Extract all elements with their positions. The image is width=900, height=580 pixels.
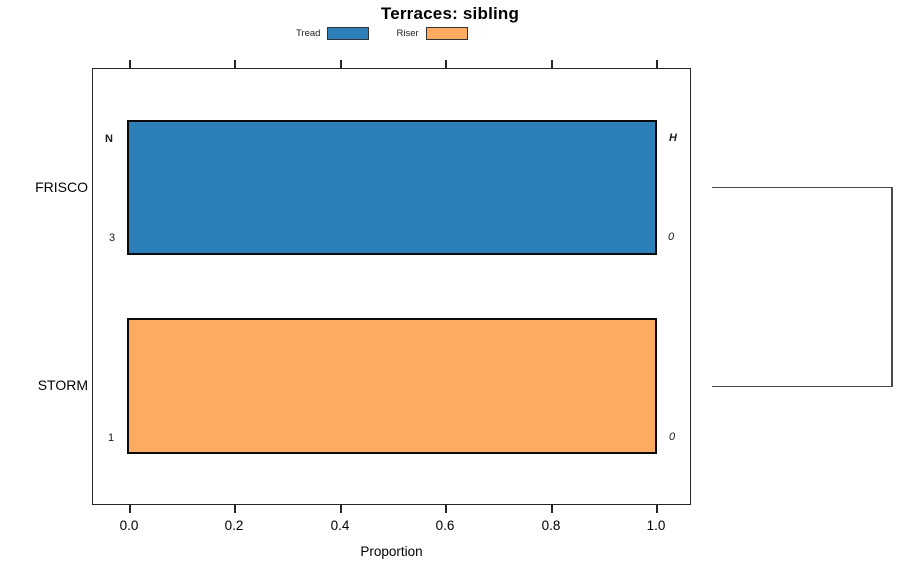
annotation-frisco-bottom-left: 3 — [108, 232, 116, 244]
legend-swatch-riser — [425, 26, 468, 40]
bracket-line-bottom — [712, 386, 892, 387]
x-axis-title: Proportion — [360, 544, 423, 559]
annotation-frisco-top-right: H — [669, 132, 677, 144]
bracket-line-vertical — [891, 187, 893, 387]
annotation-storm-bottom-right: 0 — [668, 431, 676, 443]
legend-swatch-tread — [327, 26, 370, 40]
bottom-tick-1 — [234, 505, 236, 513]
annotation-storm-bottom-left: 1 — [107, 432, 115, 444]
bar-storm-riser — [127, 318, 657, 454]
legend-item-tread: Tread — [296, 26, 370, 40]
legend: Tread Riser — [296, 26, 468, 40]
legend-item-riser: Riser — [396, 26, 468, 40]
category-label-storm: STORM — [37, 377, 88, 393]
annotation-frisco-top-left: N — [105, 133, 113, 145]
legend-label-riser: Riser — [396, 27, 419, 39]
bottom-tick-2 — [340, 505, 342, 513]
bar-frisco-tread — [127, 120, 657, 255]
bracket-line-top — [712, 187, 892, 188]
top-tick-0 — [129, 60, 131, 68]
top-tick-3 — [445, 60, 447, 68]
bottom-tick-3 — [445, 505, 447, 513]
top-tick-2 — [340, 60, 342, 68]
legend-label-tread: Tread — [296, 27, 321, 39]
x-tick-label-3: 0.6 — [435, 518, 455, 533]
x-tick-label-1: 0.2 — [224, 518, 244, 533]
x-tick-label-4: 0.8 — [541, 518, 561, 533]
top-tick-1 — [234, 60, 236, 68]
x-tick-label-0: 0.0 — [119, 518, 139, 533]
bottom-tick-4 — [551, 505, 553, 513]
bottom-tick-0 — [129, 505, 131, 513]
chart-title: Terraces: sibling — [380, 4, 520, 23]
top-tick-5 — [656, 60, 658, 68]
category-label-frisco: FRISCO — [35, 179, 88, 195]
bottom-tick-5 — [656, 505, 658, 513]
x-tick-label-5: 1.0 — [646, 518, 666, 533]
x-tick-label-2: 0.4 — [330, 518, 350, 533]
annotation-frisco-bottom-right: 0 — [667, 231, 675, 243]
top-tick-4 — [551, 60, 553, 68]
